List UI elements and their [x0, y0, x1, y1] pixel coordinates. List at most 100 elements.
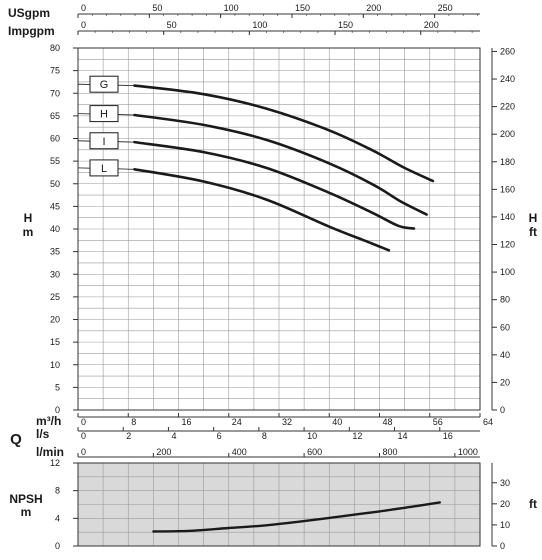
q-lmin-tick-label: 0	[81, 447, 86, 457]
y-right-tick-label: 220	[500, 102, 515, 112]
y-left-tick-label: 45	[50, 201, 60, 211]
usgpm-tick-label: 150	[295, 3, 310, 13]
q-m3h-tick-label: 0	[81, 417, 86, 427]
y-right-tick-label: 180	[500, 157, 515, 167]
y-left-tick-label: 0	[55, 405, 60, 415]
impgpm-tick-label: 150	[338, 20, 353, 30]
y-left-tick-label: 65	[50, 111, 60, 121]
q-m3h-tick-label: 8	[131, 417, 136, 427]
q-m3h-tick-label: 48	[383, 417, 393, 427]
q-lmin-tick-label: 400	[232, 447, 247, 457]
q-ls-tick-label: 14	[398, 431, 408, 441]
impgpm-tick-label: 200	[424, 20, 439, 30]
y-right-tick-label: 240	[500, 74, 515, 84]
q-ls-tick-label: 4	[171, 431, 176, 441]
impgpm-tick-label: 50	[167, 20, 177, 30]
y-right-tick-label: 160	[500, 184, 515, 194]
y-left-tick-label: 10	[50, 360, 60, 370]
curve-G-label-box	[89, 75, 119, 93]
y-left-tick-label: 35	[50, 247, 60, 257]
y-right-axis-label: ft	[529, 225, 537, 239]
q-ls-tick-label: 12	[352, 431, 362, 441]
npsh-y-right-axis-label: ft	[529, 497, 537, 511]
y-left-tick-label: 30	[50, 269, 60, 279]
y-left-tick-label: 15	[50, 337, 60, 347]
usgpm-axis-label: USgpm	[8, 6, 50, 20]
y-right-tick-label: 0	[500, 405, 505, 415]
y-left-tick-label: 80	[50, 43, 60, 53]
usgpm-tick-label: 0	[81, 3, 86, 13]
q-m3h-tick-label: 32	[282, 417, 292, 427]
q-m3h-tick-label: 56	[433, 417, 443, 427]
q-ls-tick-label: 10	[307, 431, 317, 441]
npsh-y-right-tick-label: 30	[500, 478, 510, 488]
curve-I	[133, 140, 416, 230]
usgpm-tick-label: 100	[224, 3, 239, 13]
curve-I-label-box	[89, 132, 119, 150]
y-right-tick-label: 80	[500, 295, 510, 305]
npsh-y-left-tick-label: 12	[50, 458, 60, 468]
q-lmin-tick-label: 200	[156, 447, 171, 457]
y-right-tick-label: 140	[500, 212, 515, 222]
curve-L-label-box	[89, 159, 119, 177]
curve-H-label: H	[100, 109, 108, 121]
y-left-tick-label: 70	[50, 88, 60, 98]
y-right-tick-label: 200	[500, 129, 515, 139]
curve-I-label: I	[102, 136, 105, 148]
usgpm-tick-label: 50	[152, 3, 162, 13]
q-lmin-tick-label: 1000	[458, 447, 478, 457]
q-lmin-axis-label: l/min	[36, 445, 64, 459]
q-ls-axis-label: l/s	[36, 427, 50, 441]
y-left-tick-label: 40	[50, 224, 60, 234]
npsh-y-left-axis-label: m	[21, 505, 32, 519]
q-ls-tick-label: 16	[443, 431, 453, 441]
y-left-tick-label: 5	[55, 382, 60, 392]
y-right-tick-label: 260	[500, 46, 515, 56]
curve-H	[133, 113, 428, 216]
q-m3h-tick-label: 40	[332, 417, 342, 427]
npsh-y-right-tick-label: 20	[500, 499, 510, 509]
y-right-tick-label: 120	[500, 240, 515, 250]
y-right-tick-label: 40	[500, 350, 510, 360]
curve-H-label-box	[89, 105, 119, 123]
y-left-tick-label: 75	[50, 66, 60, 76]
usgpm-tick-label: 200	[366, 3, 381, 13]
curve-G-label: G	[100, 79, 109, 91]
q-ls-tick-label: 6	[217, 431, 222, 441]
q-ls-tick-label: 0	[81, 431, 86, 441]
q-lmin-tick-label: 600	[307, 447, 322, 457]
q-ls-tick-label: 8	[262, 431, 267, 441]
curve-L	[133, 168, 391, 252]
q-m3h-tick-label: 16	[182, 417, 192, 427]
y-right-axis-label: H	[529, 211, 538, 225]
q-axis-symbol: Q	[10, 431, 22, 448]
npsh-y-right-tick-label: 0	[500, 541, 505, 551]
npsh-plot-frame	[77, 462, 481, 547]
y-right-tick-label: 20	[500, 377, 510, 387]
y-left-axis-label: H	[24, 211, 33, 225]
y-left-tick-label: 25	[50, 292, 60, 302]
y-left-tick-label: 20	[50, 315, 60, 325]
impgpm-tick-label: 0	[81, 20, 86, 30]
y-left-axis-label: m	[23, 225, 34, 239]
npsh-y-left-tick-label: 0	[55, 541, 60, 551]
y-right-tick-label: 60	[500, 322, 510, 332]
curve-L-label: L	[101, 163, 107, 175]
q-m3h-tick-label: 64	[483, 417, 493, 427]
y-left-tick-label: 50	[50, 179, 60, 189]
q-ls-tick-label: 2	[126, 431, 131, 441]
y-right-tick-label: 100	[500, 267, 515, 277]
npsh-y-left-axis-label: NPSH	[9, 492, 42, 506]
y-left-tick-label: 60	[50, 134, 60, 144]
npsh-curve	[152, 501, 441, 533]
q-m3h-tick-label: 24	[232, 417, 242, 427]
npsh-y-left-tick-label: 4	[55, 513, 60, 523]
y-left-tick-label: 55	[50, 156, 60, 166]
curve-G	[133, 84, 435, 183]
npsh-y-right-tick-label: 10	[500, 520, 510, 530]
impgpm-axis-label: Impgpm	[8, 24, 55, 38]
impgpm-tick-label: 100	[252, 20, 267, 30]
npsh-y-left-tick-label: 8	[55, 486, 60, 496]
